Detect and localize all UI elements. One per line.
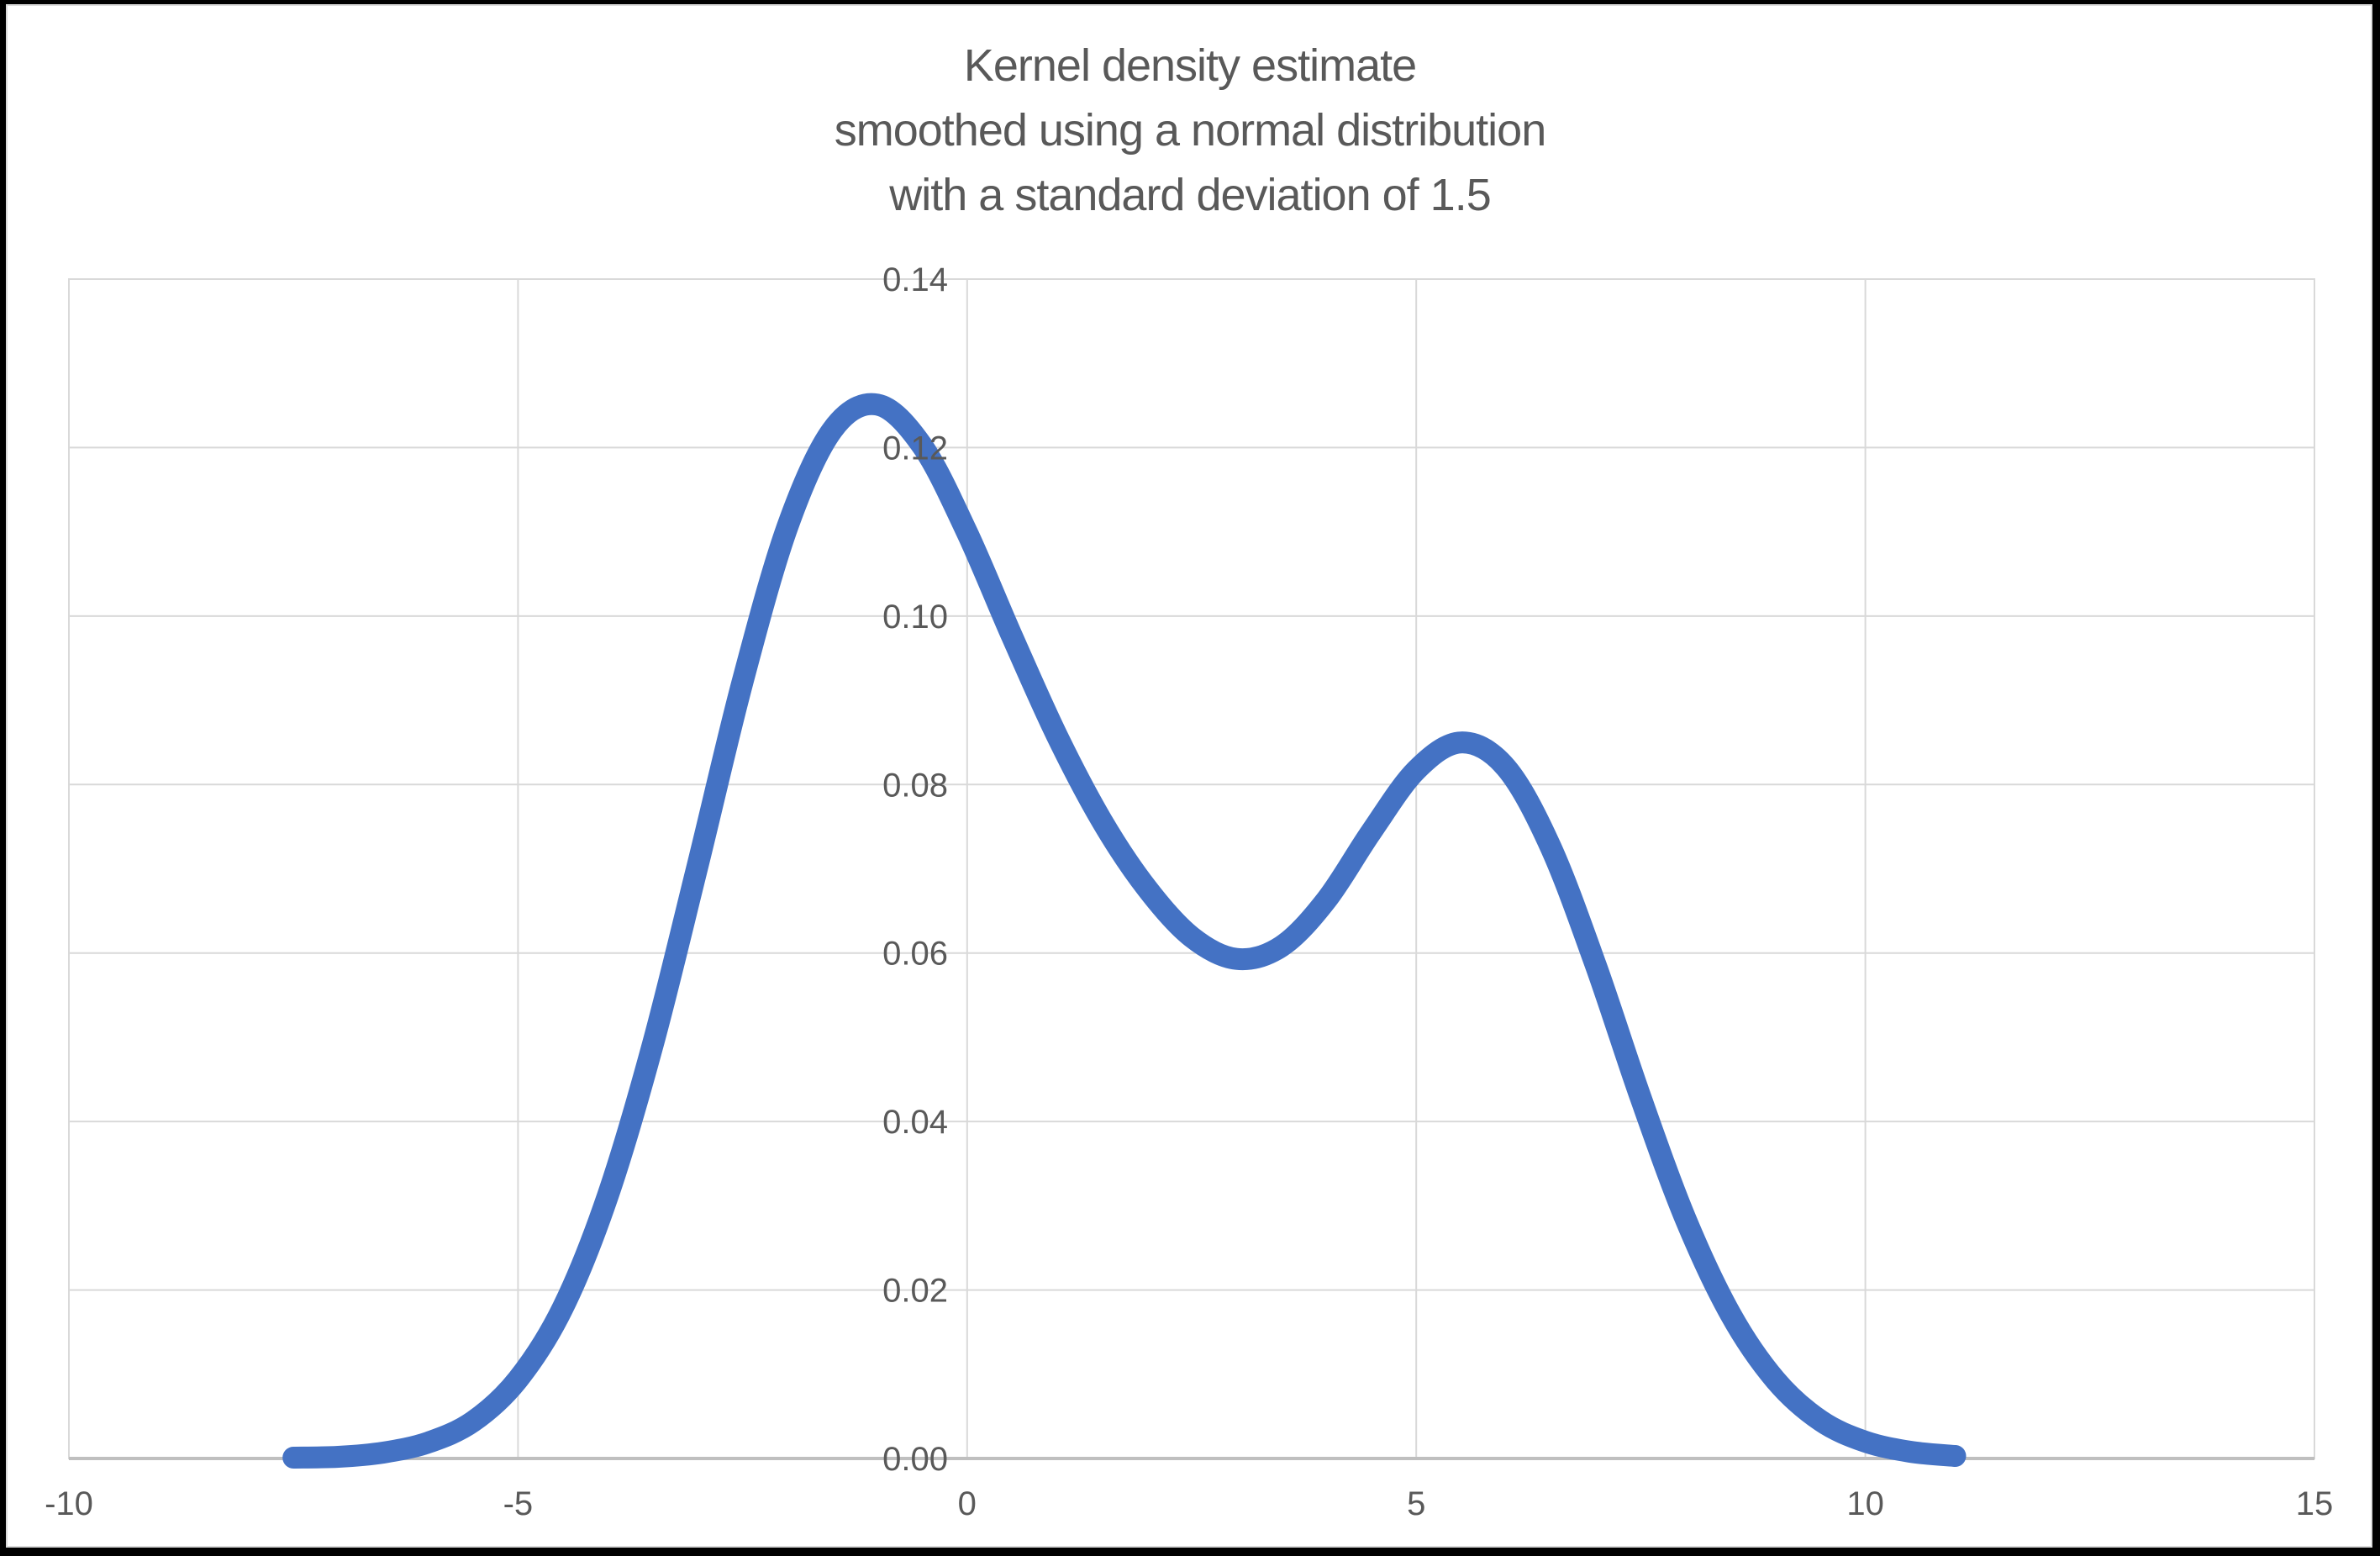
y-tick-label: 0.14 [882, 261, 948, 298]
kde-curve [282, 393, 1967, 1469]
x-axis-labels: -10 -5 0 5 10 15 [45, 1485, 2333, 1522]
plot-border [68, 278, 2315, 1459]
y-tick-label: 0.06 [882, 936, 948, 973]
x-tick-label: 10 [1846, 1485, 1884, 1522]
y-tick-label: 0.04 [882, 1104, 948, 1141]
chart-title-line-2: smoothed using a normal distribution [834, 105, 1546, 156]
y-tick-label: 0.12 [882, 430, 948, 467]
y-tick-label: 0.00 [882, 1441, 948, 1478]
x-tick-label: 15 [2296, 1485, 2334, 1522]
chart-title: Kernel density estimate smoothed using a… [0, 34, 2380, 228]
y-axis-labels: 0.00 0.02 0.04 0.06 0.08 0.10 0.12 0.14 [882, 261, 948, 1478]
x-tick-label: -10 [45, 1485, 93, 1522]
chart-title-line-1: Kernel density estimate [963, 40, 1417, 91]
y-tick-label: 0.08 [882, 767, 948, 804]
x-tick-label: -5 [503, 1485, 534, 1522]
chart-title-line-3: with a standard deviation of 1.5 [889, 170, 1491, 220]
y-tick-label: 0.10 [882, 599, 948, 636]
x-tick-label: 5 [1407, 1485, 1425, 1522]
gridlines [68, 278, 2315, 1458]
y-tick-label: 0.02 [882, 1273, 948, 1310]
x-tick-label: 0 [958, 1485, 977, 1522]
